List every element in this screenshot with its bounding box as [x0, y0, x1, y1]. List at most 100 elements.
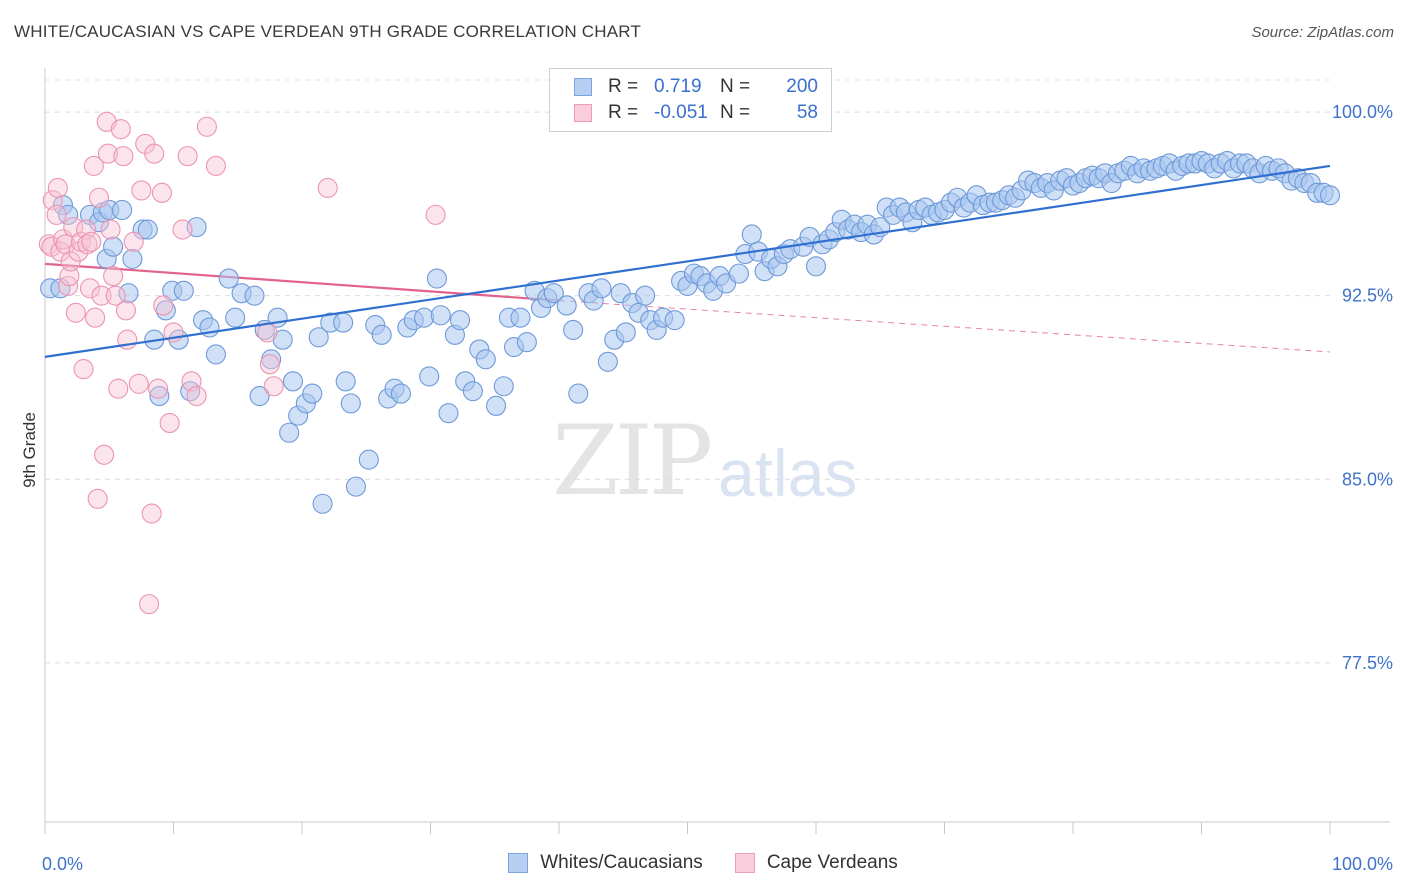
- point-whites: [556, 295, 577, 316]
- point-capeverdeans: [100, 219, 121, 240]
- point-capeverdeans: [148, 378, 169, 399]
- point-capeverdeans: [115, 300, 137, 321]
- point-whites: [419, 366, 440, 387]
- point-whites: [244, 285, 265, 306]
- chart-title: WHITE/CAUCASIAN VS CAPE VERDEAN 9TH GRAD…: [14, 22, 642, 41]
- y-tick-label: 92.5%: [1342, 286, 1393, 306]
- point-whites: [333, 312, 354, 333]
- point-whites: [282, 371, 304, 392]
- trend-line-capeverdeans: [44, 262, 560, 302]
- point-capeverdeans: [123, 231, 144, 252]
- point-whites: [312, 493, 333, 514]
- legend-row-whites: R = 0.719 N = 200: [574, 75, 818, 99]
- legend-swatch-blue: [574, 78, 592, 96]
- point-whites: [149, 385, 170, 407]
- series-legend: Whites/Caucasians Cape Verdeans: [0, 852, 1406, 874]
- point-whites: [371, 324, 392, 345]
- point-whites: [664, 310, 685, 331]
- trend-lines-blue: [44, 164, 1331, 358]
- legend-label: Cape Verdeans: [766, 852, 898, 873]
- legend-item-capeverdeans: Cape Verdeans: [734, 852, 898, 874]
- legend-r-value: 0.719: [654, 76, 702, 97]
- point-whites: [137, 219, 158, 240]
- legend-n-value: 200: [786, 76, 818, 97]
- legend-swatch-pink: [574, 104, 592, 122]
- point-capeverdeans: [259, 354, 280, 375]
- point-whites: [279, 422, 300, 443]
- point-whites: [58, 204, 79, 225]
- point-whites: [493, 376, 514, 397]
- y-tick-label: 85.0%: [1342, 469, 1393, 489]
- point-whites: [805, 256, 827, 277]
- point-capeverdeans: [88, 187, 110, 208]
- watermark-atlas: atlas: [718, 436, 858, 510]
- point-capeverdeans: [105, 285, 126, 306]
- point-whites: [563, 319, 584, 340]
- point-capeverdeans: [113, 146, 134, 167]
- point-capeverdeans: [172, 219, 193, 240]
- point-capeverdeans: [131, 180, 152, 201]
- point-capeverdeans: [263, 376, 284, 397]
- point-whites: [308, 327, 329, 348]
- point-whites: [345, 476, 367, 497]
- point-capeverdeans: [79, 278, 101, 299]
- point-whites: [426, 268, 447, 289]
- point-whites: [450, 310, 471, 331]
- legend-n-label: N =: [720, 102, 751, 123]
- point-capeverdeans: [151, 182, 172, 203]
- point-capeverdeans: [110, 119, 131, 140]
- point-whites: [597, 351, 618, 372]
- point-capeverdeans: [47, 177, 68, 199]
- point-capeverdeans: [317, 177, 338, 199]
- point-whites: [218, 268, 239, 289]
- point-capeverdeans: [196, 116, 217, 137]
- point-capeverdeans: [153, 295, 174, 316]
- point-capeverdeans: [159, 412, 180, 434]
- point-capeverdeans: [91, 285, 112, 306]
- point-whites: [335, 371, 356, 392]
- tick-labels: 100.0% 92.5% 85.0% 77.5% 0.0% 100.0% 9th Grade: [20, 102, 1393, 874]
- y-tick-label: 77.5%: [1342, 653, 1393, 673]
- x-tick-label: 0.0%: [42, 854, 83, 874]
- point-capeverdeans: [81, 231, 102, 252]
- point-whites: [516, 332, 537, 353]
- point-capeverdeans: [186, 385, 207, 407]
- point-capeverdeans: [425, 204, 446, 225]
- legend-r-label: R =: [608, 76, 639, 97]
- point-capeverdeans: [139, 594, 160, 615]
- y-tick-label: 100.0%: [1332, 102, 1393, 122]
- legend-row-capeverdeans: R = -0.051 N = 58: [574, 101, 818, 125]
- legend-item-whites: Whites/Caucasians: [508, 852, 703, 874]
- point-whites: [225, 307, 246, 328]
- point-capeverdeans: [76, 219, 97, 240]
- point-capeverdeans: [103, 266, 124, 287]
- point-capeverdeans: [65, 302, 86, 323]
- point-whites: [635, 285, 656, 306]
- point-capeverdeans: [144, 143, 165, 164]
- point-whites: [414, 307, 435, 328]
- point-whites: [173, 280, 194, 301]
- legend-n-label: N =: [720, 76, 751, 97]
- point-capeverdeans: [205, 155, 226, 176]
- trend-line-capeverdeans-extension: [558, 300, 1331, 353]
- legend-swatch-pink: [734, 853, 755, 873]
- y-axis-label: 9th Grade: [20, 412, 39, 488]
- point-whites: [205, 344, 226, 365]
- point-whites: [728, 263, 749, 284]
- point-whites: [438, 403, 459, 424]
- legend-swatch-blue: [508, 853, 529, 873]
- point-whites: [462, 381, 483, 402]
- point-capeverdeans: [108, 378, 129, 399]
- legend-label: Whites/Caucasians: [540, 852, 703, 873]
- point-capeverdeans: [141, 503, 162, 524]
- point-whites: [475, 349, 496, 370]
- point-whites: [249, 385, 270, 407]
- point-whites: [615, 322, 636, 343]
- point-whites: [390, 383, 411, 404]
- source-label: Source: ZipAtlas.com: [1251, 24, 1394, 41]
- point-capeverdeans: [87, 488, 108, 509]
- trend-lines-pink: [44, 262, 1331, 353]
- legend-n-value: 58: [796, 102, 818, 123]
- data-points: [38, 111, 1341, 615]
